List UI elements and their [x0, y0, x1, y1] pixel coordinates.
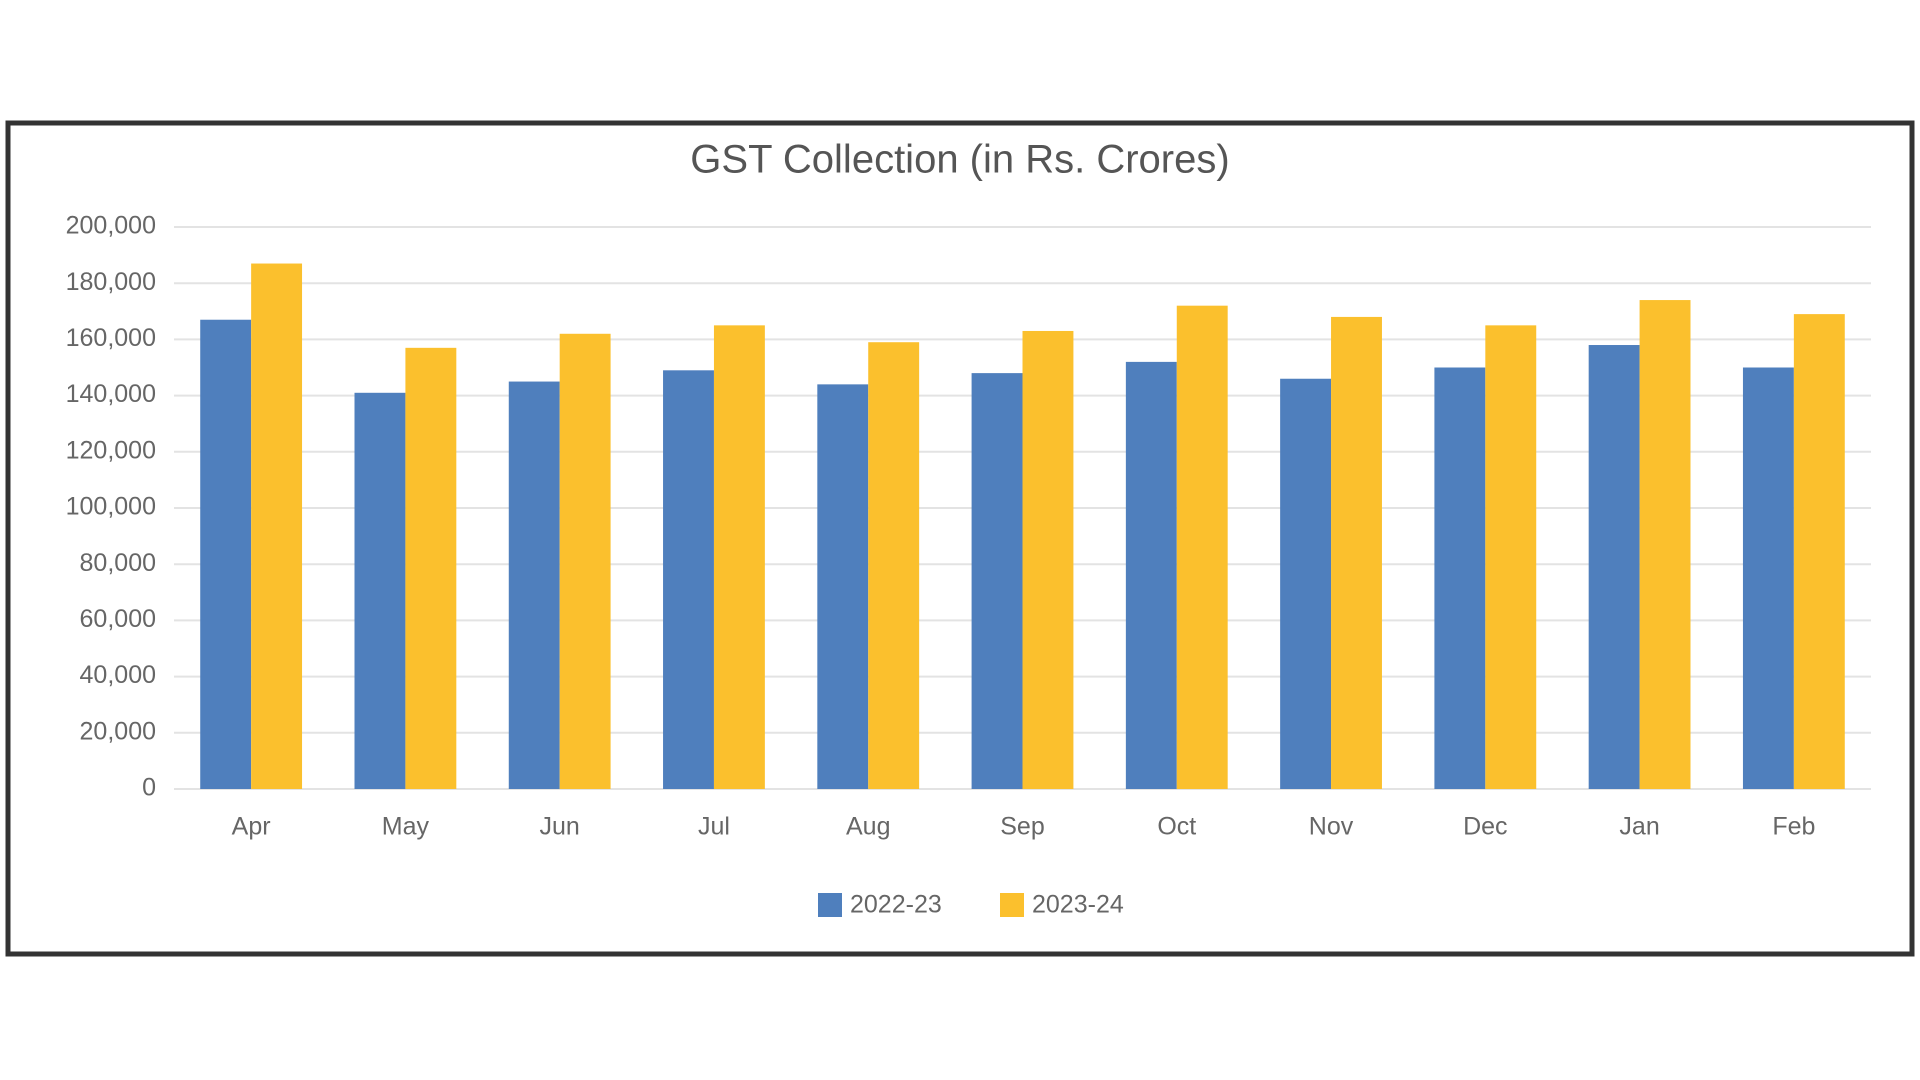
legend-swatch — [1000, 893, 1024, 917]
y-tick-label: 120,000 — [66, 436, 156, 464]
bar — [663, 370, 714, 789]
bar — [971, 373, 1023, 789]
bar — [1639, 300, 1691, 789]
x-tick-label: Jun — [540, 813, 580, 841]
legend-label: 2022-23 — [850, 891, 942, 919]
x-tick-label: Jan — [1619, 813, 1659, 841]
bar — [817, 384, 869, 789]
bar — [1176, 305, 1228, 789]
x-tick-label: Aug — [846, 813, 890, 841]
bar — [1485, 325, 1537, 789]
bar — [1742, 367, 1794, 789]
y-tick-label: 140,000 — [66, 380, 156, 408]
bar — [1588, 345, 1640, 789]
bar — [868, 342, 920, 789]
bar — [1125, 361, 1177, 789]
legend-swatch — [818, 893, 842, 917]
x-tick-label: Oct — [1157, 813, 1196, 841]
bar — [1280, 378, 1332, 789]
x-tick-label: Dec — [1463, 813, 1507, 841]
bar — [354, 392, 406, 789]
y-tick-label: 80,000 — [80, 549, 156, 577]
chart-title: GST Collection (in Rs. Crores) — [690, 138, 1229, 182]
bar — [1793, 314, 1845, 789]
bar — [1331, 316, 1382, 789]
bar — [1022, 330, 1074, 789]
x-tick-label: Nov — [1309, 813, 1354, 841]
x-tick-label: Jul — [698, 813, 730, 841]
x-tick-label: Sep — [1000, 813, 1044, 841]
bar — [713, 325, 765, 789]
y-tick-label: 160,000 — [66, 324, 156, 352]
y-tick-label: 200,000 — [66, 212, 156, 240]
x-tick-label: Feb — [1772, 813, 1815, 841]
y-tick-label: 60,000 — [80, 605, 156, 633]
x-tick-label: May — [382, 813, 430, 841]
y-tick-label: 100,000 — [66, 493, 156, 521]
bar — [1434, 367, 1486, 789]
legend-label: 2023-24 — [1032, 891, 1124, 919]
bar — [508, 381, 560, 789]
bar — [405, 347, 457, 789]
y-tick-label: 180,000 — [66, 268, 156, 296]
y-tick-label: 40,000 — [80, 661, 156, 689]
bar — [251, 263, 303, 789]
x-tick-label: Apr — [232, 813, 271, 841]
bar — [200, 319, 252, 789]
bar — [559, 333, 611, 789]
y-tick-label: 20,000 — [80, 717, 156, 745]
y-tick-label: 0 — [142, 774, 156, 802]
